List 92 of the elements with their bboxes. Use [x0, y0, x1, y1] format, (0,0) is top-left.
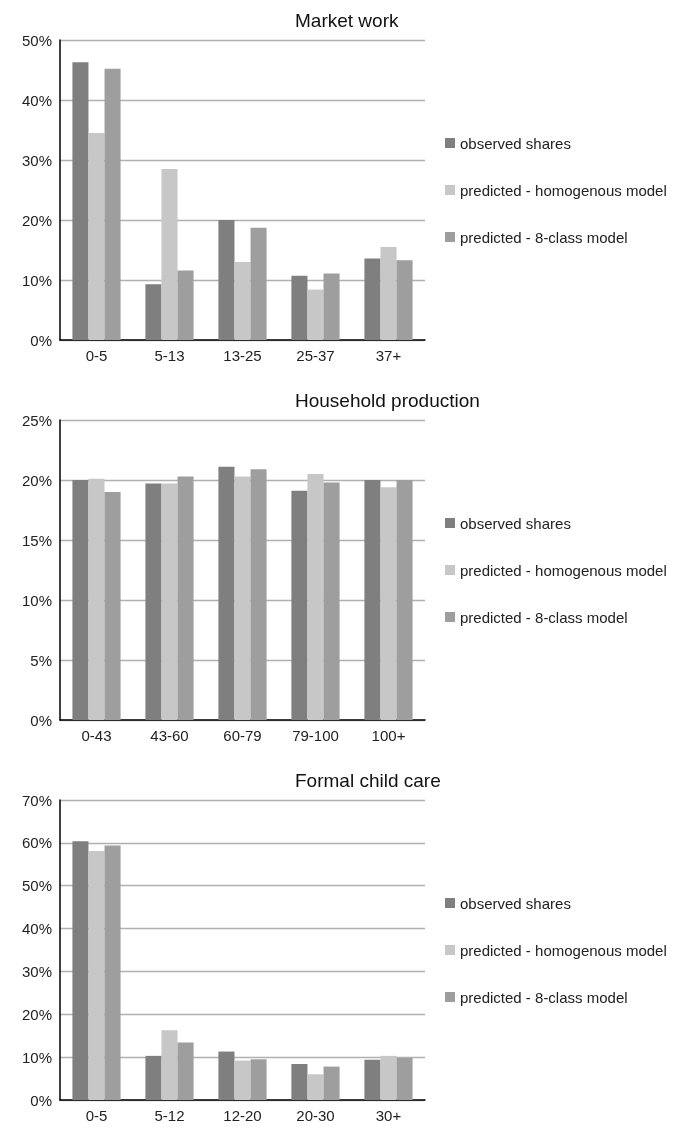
- x-tick-label: 37+: [375, 347, 402, 364]
- bar: [250, 469, 267, 720]
- y-tick-label: 40%: [21, 920, 52, 938]
- chart-title: Formal child care: [295, 770, 441, 791]
- chart-title: Household production: [295, 390, 480, 411]
- bar: [291, 275, 308, 340]
- bar: [72, 841, 89, 1100]
- y-tick-label: 20%: [21, 471, 52, 489]
- x-tick-label: 0-5: [85, 347, 108, 364]
- y-tick-label: 70%: [21, 791, 52, 809]
- bar: [307, 289, 324, 340]
- x-tick-label: 60-79: [223, 727, 262, 744]
- y-tick-label: 10%: [21, 591, 52, 609]
- bar: [145, 483, 162, 720]
- legend-label: observed shares: [460, 894, 571, 912]
- bar: [380, 1055, 397, 1100]
- bar: [396, 480, 413, 720]
- legend-label: predicted - homogenous model: [460, 561, 667, 579]
- legend-label: observed shares: [460, 134, 571, 152]
- bar: [364, 1059, 381, 1100]
- bar: [307, 474, 324, 720]
- y-tick-label: 20%: [21, 1005, 52, 1023]
- bar: [396, 260, 413, 340]
- bar: [380, 247, 397, 340]
- y-tick-label: 25%: [21, 411, 52, 429]
- y-tick-label: 5%: [30, 651, 52, 669]
- bar: [380, 487, 397, 720]
- y-tick-label: 10%: [21, 1048, 52, 1066]
- bar: [161, 169, 178, 340]
- y-tick-label: 0%: [30, 331, 52, 349]
- bar: [177, 270, 194, 340]
- x-tick-label: 5-13: [154, 347, 185, 364]
- y-tick-label: 10%: [21, 271, 52, 289]
- bar: [364, 480, 381, 720]
- bar: [161, 483, 178, 720]
- x-tick-label: 100+: [371, 727, 406, 744]
- x-tick-label: 20-30: [296, 1107, 335, 1124]
- bar: [218, 466, 235, 720]
- bar: [88, 851, 105, 1100]
- bar: [234, 1060, 251, 1100]
- bar: [145, 284, 162, 340]
- y-tick-label: 0%: [30, 711, 52, 729]
- y-tick-label: 0%: [30, 1091, 52, 1109]
- y-tick-label: 50%: [21, 877, 52, 895]
- bar: [291, 490, 308, 720]
- legend-label: predicted - 8-class model: [460, 988, 628, 1006]
- bar: [104, 68, 121, 340]
- x-tick-label: 12-20: [223, 1107, 262, 1124]
- x-tick-label: 79-100: [292, 727, 339, 744]
- bar: [307, 1074, 324, 1100]
- y-tick-label: 40%: [21, 91, 52, 109]
- x-tick-label: 0-5: [85, 1107, 108, 1124]
- bar: [291, 1064, 308, 1100]
- bar: [250, 227, 267, 340]
- bar: [323, 1066, 340, 1100]
- x-tick-label: 0-43: [81, 727, 112, 744]
- bar: [104, 845, 121, 1100]
- bar: [323, 482, 340, 720]
- legend-label: predicted - 8-class model: [460, 608, 628, 626]
- x-tick-label: 30+: [375, 1107, 402, 1124]
- bar: [364, 258, 381, 340]
- bar: [218, 1051, 235, 1100]
- bar: [72, 62, 89, 340]
- y-tick-label: 30%: [21, 151, 52, 169]
- y-tick-label: 60%: [21, 834, 52, 852]
- bar: [177, 1042, 194, 1100]
- legend-label: observed shares: [460, 514, 571, 532]
- x-tick-label: 43-60: [150, 727, 189, 744]
- chart-title: Market work: [295, 10, 399, 31]
- x-tick-label: 25-37: [296, 347, 335, 364]
- bar: [396, 1058, 413, 1100]
- bar: [145, 1055, 162, 1100]
- bar: [234, 262, 251, 340]
- legend-label: predicted - homogenous model: [460, 181, 667, 199]
- bar: [323, 273, 340, 340]
- bar: [177, 476, 194, 720]
- bar: [88, 133, 105, 340]
- legend-label: predicted - 8-class model: [460, 228, 628, 246]
- y-tick-label: 20%: [21, 211, 52, 229]
- y-tick-label: 50%: [21, 31, 52, 49]
- bar: [104, 492, 121, 720]
- bar: [234, 476, 251, 720]
- legend-label: predicted - homogenous model: [460, 941, 667, 959]
- bar: [72, 480, 89, 720]
- y-tick-label: 15%: [21, 531, 52, 549]
- y-tick-label: 30%: [21, 962, 52, 980]
- bar: [88, 478, 105, 720]
- bar: [218, 220, 235, 340]
- bar: [250, 1059, 267, 1100]
- bar: [161, 1030, 178, 1100]
- x-tick-label: 13-25: [223, 347, 262, 364]
- x-tick-label: 5-12: [154, 1107, 185, 1124]
